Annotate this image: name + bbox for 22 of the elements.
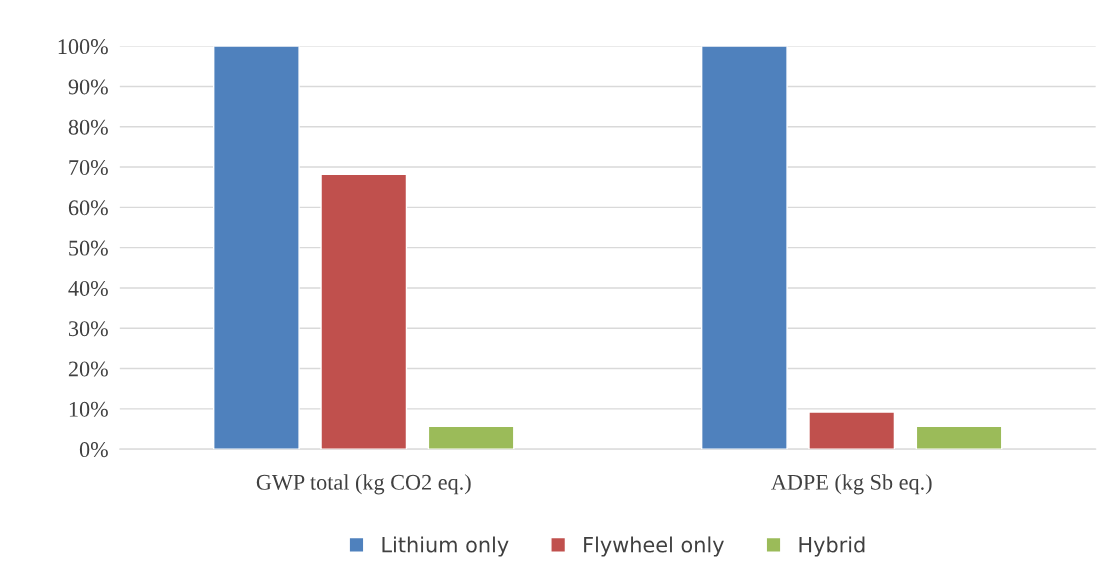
x-tick-label: ADPE (kg Sb eq.): [771, 474, 932, 495]
y-tick-label: 10%: [69, 401, 108, 417]
legend-label: Lithium only: [382, 536, 509, 557]
y-tick-label: 0%: [79, 442, 108, 458]
y-tick-label: 80%: [68, 119, 108, 135]
bar: [915, 425, 1003, 450]
x-tick-label: GWP total (kg CO2 eq.): [256, 474, 471, 495]
y-tick-label: 30%: [68, 321, 108, 337]
y-tick-label: 90%: [68, 79, 108, 95]
y-tick-label: 100%: [58, 39, 108, 55]
bar: [808, 411, 896, 450]
y-tick-label: 40%: [68, 280, 108, 296]
y-tick-label: 50%: [69, 240, 108, 256]
y-tick-label: 20%: [68, 361, 108, 377]
bar: [700, 46, 788, 450]
bar: [427, 425, 515, 450]
legend-label: Hybrid: [799, 536, 865, 557]
bar: [320, 173, 408, 450]
y-tick-label: 70%: [69, 160, 108, 176]
bar: [213, 46, 300, 450]
y-tick-label: 60%: [68, 200, 108, 216]
legend-label: Flywheel only: [584, 536, 724, 557]
